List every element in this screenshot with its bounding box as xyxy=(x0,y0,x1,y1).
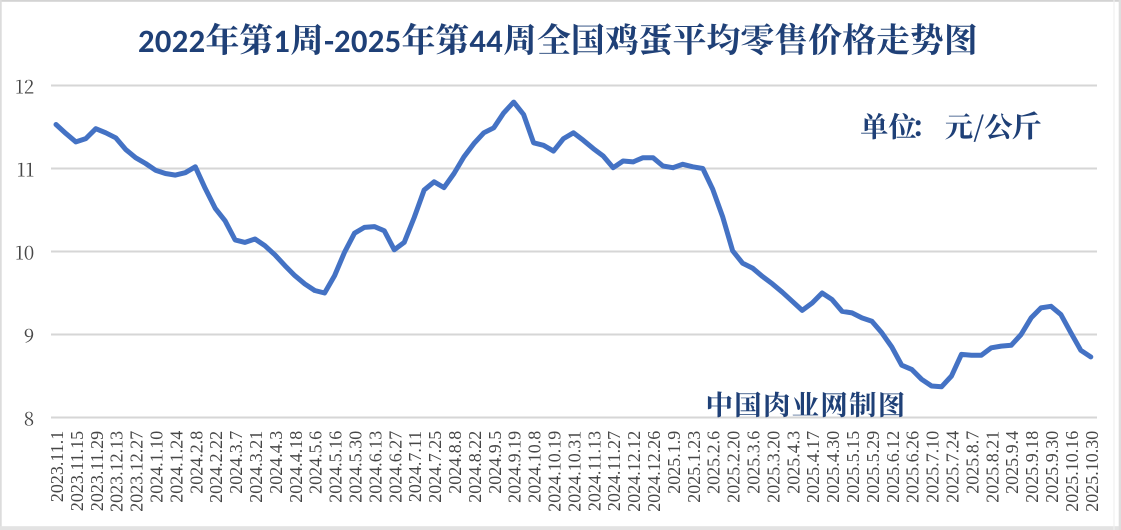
svg-text:2024.2.8: 2024.2.8 xyxy=(186,431,206,494)
svg-text:2023.11.15: 2023.11.15 xyxy=(67,431,87,511)
svg-text:2023.11.1: 2023.11.1 xyxy=(47,431,67,502)
svg-text:2024.2.22: 2024.2.22 xyxy=(206,431,226,503)
svg-text:2024.6.13: 2024.6.13 xyxy=(365,431,385,503)
svg-text:2025.2.6: 2025.2.6 xyxy=(704,431,724,494)
svg-text:2024.4.18: 2024.4.18 xyxy=(286,431,306,503)
svg-text:2025.1.9: 2025.1.9 xyxy=(664,431,684,494)
svg-text:2025.3.20: 2025.3.20 xyxy=(763,431,783,503)
svg-text:2025.6.12: 2025.6.12 xyxy=(883,431,903,503)
svg-text:2023.11.29: 2023.11.29 xyxy=(87,431,107,511)
svg-text:2025.4.17: 2025.4.17 xyxy=(803,431,823,503)
svg-text:2024.11.27: 2024.11.27 xyxy=(604,431,624,511)
svg-text:2025.5.15: 2025.5.15 xyxy=(843,431,863,503)
svg-text:2024.4.3: 2024.4.3 xyxy=(266,431,286,494)
svg-text:2024.12.12: 2024.12.12 xyxy=(624,431,644,512)
svg-text:2024.3.7: 2024.3.7 xyxy=(226,431,246,494)
svg-text:2025.4.30: 2025.4.30 xyxy=(823,431,843,503)
svg-text:2025.8.7: 2025.8.7 xyxy=(962,431,982,494)
svg-text:2024.1.10: 2024.1.10 xyxy=(147,431,167,503)
svg-text:2025.2.20: 2025.2.20 xyxy=(724,431,744,503)
svg-text:2025.5.29: 2025.5.29 xyxy=(863,431,883,503)
svg-text:2024.9.5: 2024.9.5 xyxy=(485,431,505,494)
svg-text:2024.9.19: 2024.9.19 xyxy=(505,431,525,503)
svg-text:2025.10.16: 2025.10.16 xyxy=(1062,431,1082,512)
svg-text:2024.11.13: 2024.11.13 xyxy=(584,431,604,511)
svg-text:2025.1.23: 2025.1.23 xyxy=(684,431,704,503)
svg-text:2024.8.8: 2024.8.8 xyxy=(445,431,465,494)
svg-text:2024.5.6: 2024.5.6 xyxy=(306,431,326,494)
svg-text:2024.1.24: 2024.1.24 xyxy=(166,431,186,503)
svg-text:2024.10.19: 2024.10.19 xyxy=(545,431,565,512)
svg-text:2024.5.16: 2024.5.16 xyxy=(326,431,346,503)
svg-text:2025.4.3: 2025.4.3 xyxy=(783,431,803,494)
svg-text:2025.10.30: 2025.10.30 xyxy=(1082,431,1102,512)
svg-text:2025.6.26: 2025.6.26 xyxy=(903,431,923,503)
svg-text:2023.12.13: 2023.12.13 xyxy=(107,431,127,512)
svg-text:2023.12.27: 2023.12.27 xyxy=(127,431,147,512)
svg-text:2024.6.27: 2024.6.27 xyxy=(385,431,405,503)
svg-text:2025.9.4: 2025.9.4 xyxy=(1002,431,1022,494)
svg-text:2025.9.18: 2025.9.18 xyxy=(1022,431,1042,503)
svg-text:2024.10.31: 2024.10.31 xyxy=(564,431,584,512)
svg-text:2024.3.21: 2024.3.21 xyxy=(246,431,266,503)
svg-text:2025.7.10: 2025.7.10 xyxy=(923,431,943,503)
svg-text:2025.9.30: 2025.9.30 xyxy=(1042,431,1062,503)
svg-text:2025.7.24: 2025.7.24 xyxy=(943,431,963,503)
svg-text:2024.8.22: 2024.8.22 xyxy=(465,431,485,503)
svg-text:2024.7.25: 2024.7.25 xyxy=(425,431,445,503)
svg-text:2024.12.26: 2024.12.26 xyxy=(644,431,664,512)
svg-text:2024.5.30: 2024.5.30 xyxy=(346,431,366,503)
svg-text:2025.8.21: 2025.8.21 xyxy=(982,431,1002,503)
svg-text:2024.10.8: 2024.10.8 xyxy=(525,431,545,503)
svg-text:2025.3.6: 2025.3.6 xyxy=(744,431,764,494)
svg-text:2024.7.11: 2024.7.11 xyxy=(405,431,425,502)
